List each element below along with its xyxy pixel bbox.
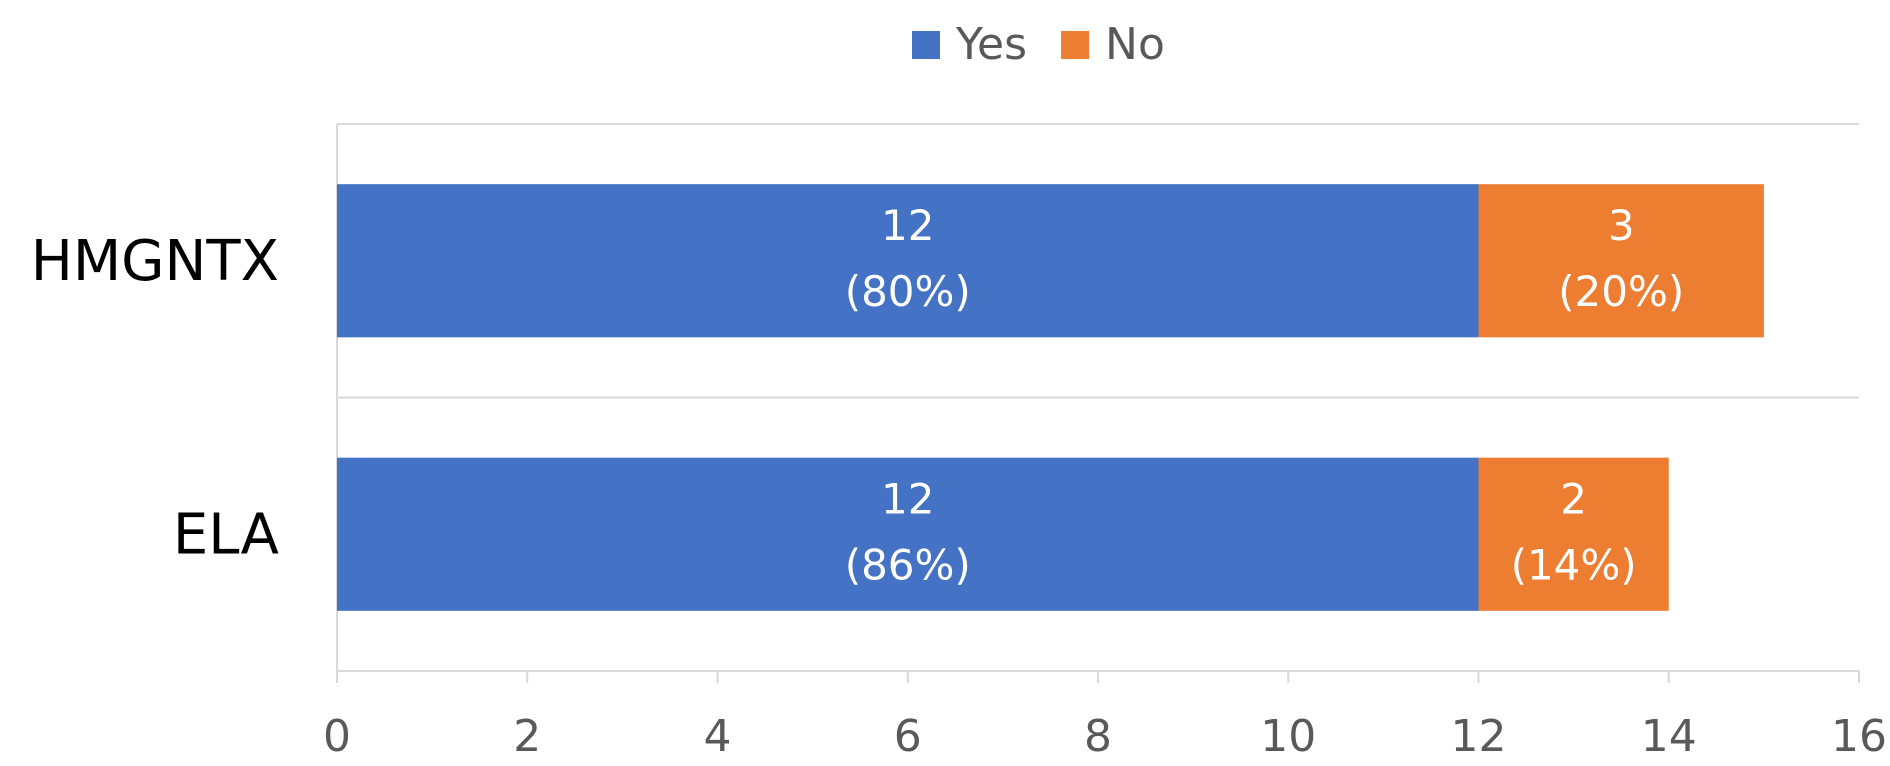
- data-label: 2 (14%): [1511, 474, 1637, 589]
- bar-segment: [337, 457, 1479, 611]
- data-label: 12 (86%): [845, 474, 971, 589]
- x-tick-label: 6: [894, 711, 922, 762]
- data-label: 3 (20%): [1558, 200, 1684, 315]
- x-tick-label: 16: [1831, 711, 1887, 762]
- data-label-line: (20%): [1558, 266, 1684, 315]
- x-tick-label: 8: [1084, 711, 1112, 762]
- x-tick-label: 14: [1641, 711, 1697, 762]
- legend-swatch: [912, 31, 940, 59]
- data-label-line: (80%): [845, 266, 971, 315]
- y-tick-label: HMGNTX: [31, 229, 279, 294]
- data-label: 12 (80%): [845, 200, 971, 315]
- x-tick-label: 10: [1260, 711, 1316, 762]
- data-label-line: 12: [881, 200, 934, 249]
- bar-segment: [1478, 457, 1669, 611]
- x-tick-label: 2: [513, 711, 541, 762]
- y-tick-label: ELA: [173, 502, 279, 567]
- bar-segment: [1478, 184, 1764, 338]
- legend-label: No: [1105, 19, 1165, 70]
- data-label-line: 12: [881, 474, 934, 523]
- data-label-line: (86%): [845, 540, 971, 589]
- data-label-line: (14%): [1511, 540, 1637, 589]
- x-tick-label: 0: [323, 711, 351, 762]
- x-tick-label: 12: [1451, 711, 1507, 762]
- legend-label: Yes: [955, 19, 1027, 70]
- data-label-line: 3: [1608, 200, 1635, 249]
- legend-swatch: [1061, 31, 1090, 59]
- bar-segment: [337, 184, 1479, 338]
- x-tick-label: 4: [704, 711, 732, 762]
- data-label-line: 2: [1560, 474, 1587, 523]
